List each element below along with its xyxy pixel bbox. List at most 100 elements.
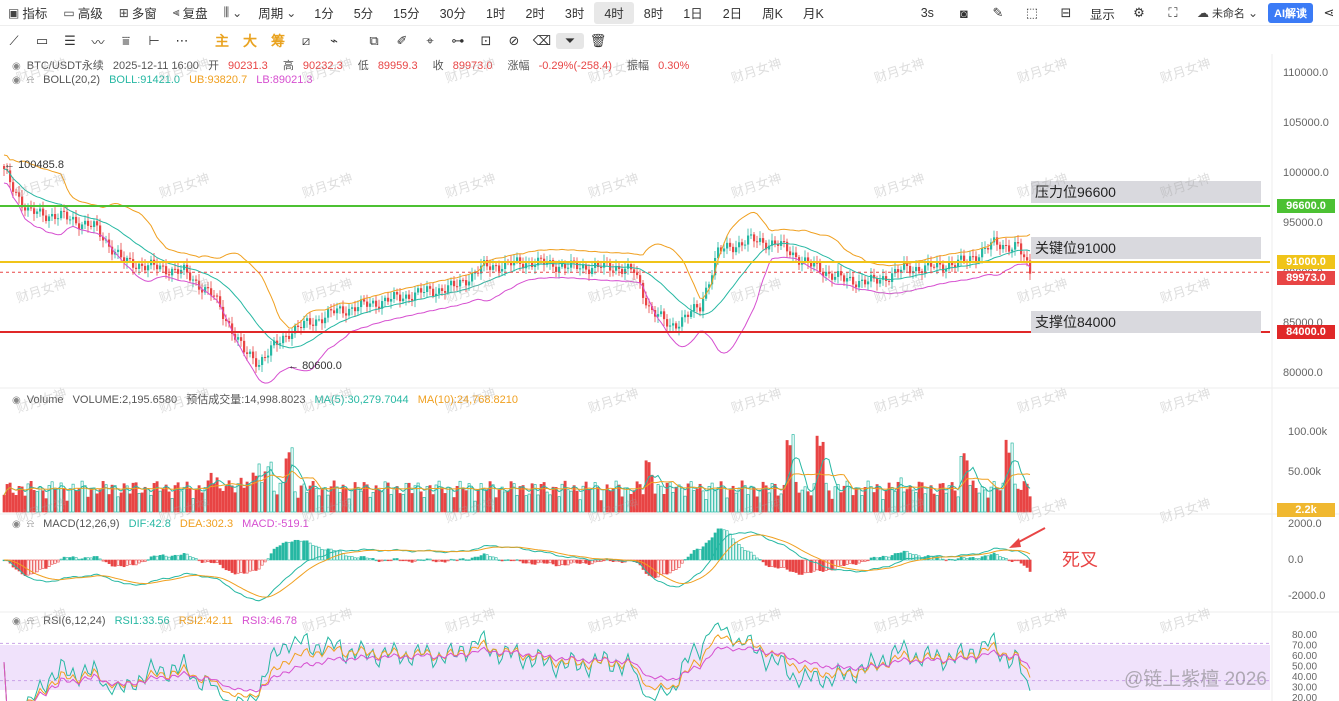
pen-icon[interactable]: ✎ (992, 5, 1004, 20)
volume-bar (662, 493, 666, 513)
support-label: 支撑位84000 (1031, 311, 1261, 333)
macd-histogram-bar (734, 541, 738, 561)
big-order-toggle[interactable]: 大 (243, 33, 257, 49)
timeframe-7[interactable]: 4时 (594, 1, 634, 24)
macd-histogram-bar (1004, 557, 1008, 561)
replay-button[interactable]: ⫷ 复盘 (172, 5, 208, 21)
layout-name-button[interactable]: ☁ 未命名 ⌄ (1196, 6, 1258, 20)
volume-bar (335, 486, 339, 513)
volume-bar (839, 492, 843, 513)
timeframe-8[interactable]: 8时 (643, 7, 664, 21)
chips-toggle[interactable]: 筹 (271, 33, 285, 49)
minus-icon[interactable]: ⊟ (1060, 5, 1072, 20)
timeframe-5[interactable]: 2时 (525, 7, 545, 21)
bell-icon[interactable]: ⍾ (26, 518, 35, 530)
timeframe-3[interactable]: 30分 (439, 7, 466, 21)
volume-bar (311, 481, 315, 513)
eraser-icon[interactable]: ⌫ (532, 33, 552, 48)
refresh-interval[interactable]: 3s (920, 6, 934, 20)
volume-bar (803, 486, 807, 513)
macd-histogram-bar (257, 559, 261, 570)
macd-histogram-bar (857, 559, 861, 564)
trash-icon[interactable]: 🗑 (589, 33, 607, 48)
eye-icon[interactable]: ◉ (12, 616, 21, 627)
timeframe-6[interactable]: 3时 (564, 7, 585, 21)
macd-histogram-bar (1022, 559, 1026, 566)
volume-bar (455, 486, 459, 513)
advanced-button[interactable]: ▭ 高级 (63, 5, 103, 22)
candle (360, 299, 363, 308)
timeframe-10[interactable]: 2日 (722, 7, 743, 21)
timeframe-0[interactable]: 1分 (314, 7, 334, 21)
more-tools-icon[interactable]: ⋯ (175, 33, 189, 48)
timeframe-list: 1分 5分 15分 30分 1时 2时 3时 4时 8时 1日 2日 周K 月K (304, 1, 834, 24)
hide-icon[interactable]: ⊘ (508, 33, 520, 48)
measure-icon[interactable]: ⊶ (451, 33, 465, 48)
candle (471, 272, 474, 282)
copy-icon[interactable]: ⧉ (369, 33, 379, 48)
magnet-icon[interactable]: ⌖ (426, 33, 434, 48)
ai-interpret-button[interactable]: AI解读 (1268, 3, 1313, 23)
macd-histogram-bar (806, 559, 810, 573)
volume-bar (584, 481, 588, 513)
volume-bar (347, 498, 351, 513)
timeframe-1[interactable]: 5分 (353, 7, 374, 21)
bell-icon[interactable]: ⍾ (26, 74, 35, 86)
wave-tool-icon[interactable]: 〰 (91, 34, 105, 50)
filter-icon[interactable]: ⏷ (556, 33, 584, 49)
volume-bar (89, 488, 93, 513)
volume-bar (767, 492, 771, 513)
pencil-icon[interactable]: ✐ (396, 33, 408, 48)
volume-bar (368, 496, 372, 513)
eye-icon[interactable]: ◉ (12, 75, 21, 86)
multi-window-button[interactable]: ⊞ 多窗 (118, 5, 157, 22)
candle (249, 351, 252, 354)
macd-histogram-bar (278, 545, 282, 561)
lock-icon[interactable]: ⊡ (480, 33, 492, 48)
rectangle-tool-icon[interactable]: ▭ (35, 33, 49, 48)
candle (207, 287, 210, 289)
channel-tool-icon[interactable]: ⩸ (122, 33, 130, 48)
macd-histogram-bar (392, 558, 396, 561)
brush-icon[interactable]: ⌁ (330, 33, 338, 48)
candle (834, 276, 837, 280)
eye-icon[interactable]: ◉ (12, 395, 21, 406)
expand-icon[interactable]: ⬚ (1025, 5, 1039, 20)
fib-tool-icon[interactable]: ☰ (64, 33, 76, 48)
timeframe-2[interactable]: 15分 (393, 7, 420, 21)
price-pane (0, 154, 1270, 384)
indicators-button[interactable]: ▣ 指标 (8, 5, 48, 22)
timeframe-9[interactable]: 1日 (683, 7, 703, 21)
timeframe-4[interactable]: 1时 (485, 7, 506, 21)
timeframe-11[interactable]: 周K (762, 7, 783, 21)
fullscreen-icon[interactable]: ⛶ (1168, 5, 1178, 20)
draw-mode-icon[interactable]: ⧄ (301, 33, 311, 48)
candle (30, 207, 33, 209)
bell-icon[interactable]: ⍾ (26, 615, 35, 627)
timeframe-12[interactable]: 月K (803, 7, 824, 21)
main-force-toggle[interactable]: 主 (215, 33, 229, 49)
rsi-axis-tick: 30.00 (1292, 683, 1317, 694)
horizontal-line-icon[interactable]: ⊢ (148, 33, 160, 48)
macd-histogram-bar (122, 559, 126, 568)
period-button[interactable]: 周期 ⌄ (258, 5, 297, 22)
candle (960, 255, 963, 260)
macd-histogram-bar (896, 553, 900, 561)
share-icon[interactable]: ⋖ (1323, 5, 1335, 20)
settings-icon[interactable]: ⚙ (1133, 5, 1145, 20)
volume-bar (293, 491, 297, 513)
macd-histogram-bar (980, 556, 984, 561)
line-tool-icon[interactable]: ⟋ (9, 33, 19, 48)
chart-type-button[interactable]: ⫼ ⌄ (216, 0, 251, 26)
candle (564, 263, 567, 269)
candle (984, 248, 987, 250)
candle (231, 323, 234, 334)
eye-icon[interactable]: ◉ (12, 519, 21, 530)
volume-bar (164, 484, 168, 513)
eye-icon[interactable]: ◉ (12, 61, 21, 72)
volume-bar (800, 489, 804, 513)
volume-bar (731, 485, 735, 513)
display-button[interactable]: 显示 (1089, 7, 1115, 22)
camera-icon[interactable]: ◙ (959, 5, 968, 21)
